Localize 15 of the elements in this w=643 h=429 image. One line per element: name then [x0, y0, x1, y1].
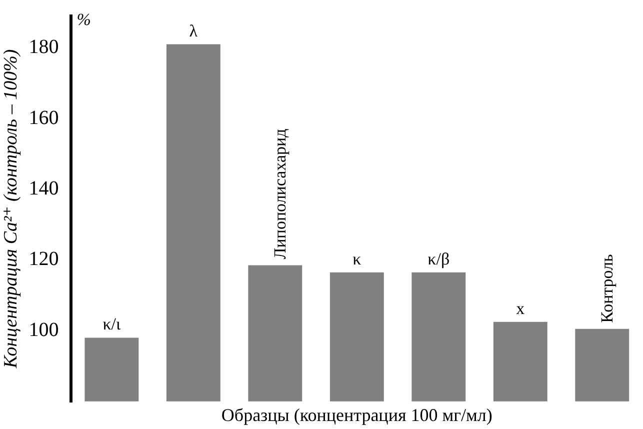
- y-axis-title: Концентрация Ca²⁺ (контроль – 100%): [0, 49, 22, 370]
- x-tick-label: λ: [189, 21, 198, 40]
- y-tick-label: 180: [28, 36, 59, 58]
- annotation: %: [76, 10, 91, 29]
- y-tick-label: 140: [28, 178, 59, 200]
- x-tick-label: κ/ι: [102, 314, 122, 334]
- x-tick-label: Контроль: [598, 254, 617, 323]
- y-tick-label: 100: [28, 318, 59, 341]
- x-tick-label: x: [516, 298, 526, 318]
- x-tick-label: Липополисахарид: [270, 128, 290, 260]
- x-tick-label: κ/β: [428, 249, 450, 268]
- y-tick-label: 120: [28, 248, 59, 270]
- y-tick-label: 160: [28, 106, 59, 129]
- x-axis-title: Образцы (концентрация 100 мг/мл): [221, 404, 492, 425]
- x-tick-label: κ: [352, 249, 362, 268]
